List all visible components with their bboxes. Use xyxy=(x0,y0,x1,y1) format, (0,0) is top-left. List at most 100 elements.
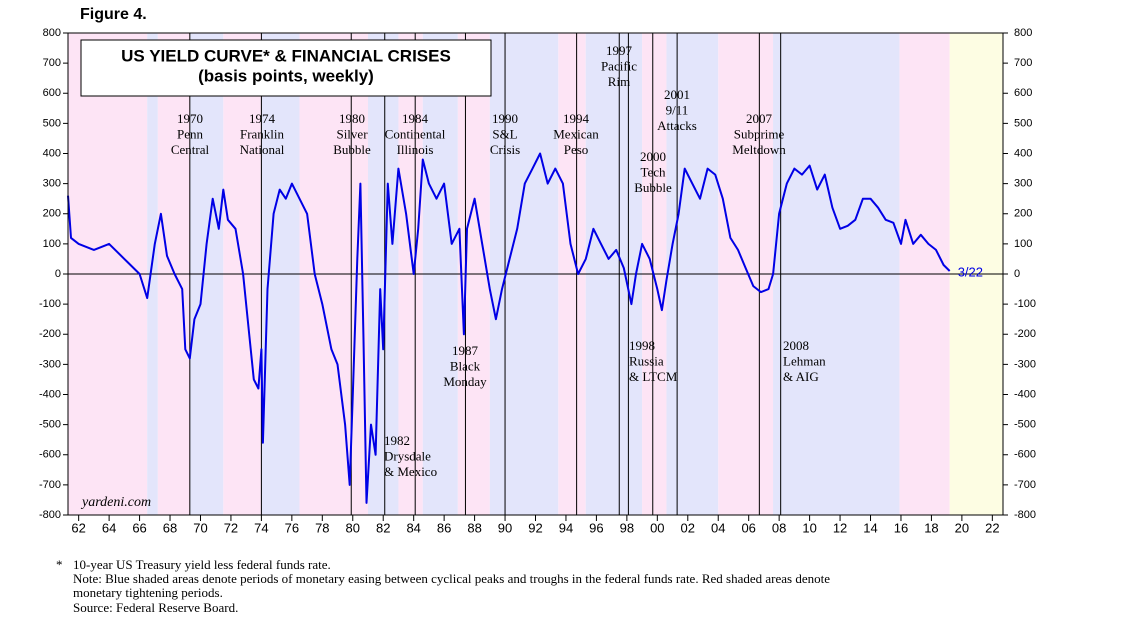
y-tick-label: 0 xyxy=(55,268,61,280)
y-tick-label: -300 xyxy=(1014,358,1036,370)
y-tick-label: 200 xyxy=(1014,208,1032,220)
event-label: & LTCM xyxy=(629,369,678,384)
event-label: Lehman xyxy=(783,353,826,368)
x-tick-label: 18 xyxy=(924,520,938,535)
y-tick-label: 800 xyxy=(1014,27,1032,39)
x-tick-label: 90 xyxy=(498,520,512,535)
x-tick-label: 86 xyxy=(437,520,451,535)
y-tick-label: 0 xyxy=(1014,268,1020,280)
watermark: yardeni.com xyxy=(80,495,151,510)
x-tick-label: 88 xyxy=(467,520,481,535)
event-label: Attacks xyxy=(657,118,697,133)
x-tick-label: 00 xyxy=(650,520,664,535)
footnote: Note: Blue shaded areas denote periods o… xyxy=(73,571,830,586)
x-tick-label: 68 xyxy=(163,520,177,535)
event-label: 2000 xyxy=(640,149,666,164)
event-label: & AIG xyxy=(783,369,819,384)
event-label: Drysdale xyxy=(384,448,431,463)
y-tick-label: 500 xyxy=(43,117,61,129)
event-label: & Mexico xyxy=(384,464,437,479)
event-label: 1987 xyxy=(452,343,479,358)
x-tick-label: 06 xyxy=(741,520,755,535)
x-tick-label: 84 xyxy=(406,520,420,535)
x-tick-label: 16 xyxy=(894,520,908,535)
y-tick-label: -400 xyxy=(1014,388,1036,400)
event-label: S&L xyxy=(492,126,517,141)
x-tick-label: 92 xyxy=(528,520,542,535)
event-label: Rim xyxy=(608,74,630,89)
x-tick-label: 72 xyxy=(224,520,238,535)
title-box xyxy=(80,39,492,97)
footnote: monetary tightening periods. xyxy=(73,585,223,600)
y-tick-label: 400 xyxy=(43,147,61,159)
x-tick-label: 62 xyxy=(71,520,85,535)
event-label: 9/11 xyxy=(666,102,689,117)
y-tick-label: 700 xyxy=(1014,57,1032,69)
y-tick-label: 600 xyxy=(43,87,61,99)
event-label: Subprime xyxy=(734,126,785,141)
event-label: 1980 xyxy=(339,111,365,126)
event-label: Central xyxy=(171,142,210,157)
y-tick-label: 100 xyxy=(1014,238,1032,250)
event-label: National xyxy=(240,142,285,157)
x-tick-label: 14 xyxy=(863,520,877,535)
chart-subtitle: (basis points, weekly) xyxy=(198,66,374,85)
y-tick-label: -100 xyxy=(1014,298,1036,310)
event-label: 1984 xyxy=(402,111,429,126)
y-tick-label: -200 xyxy=(1014,328,1036,340)
y-tick-label: -800 xyxy=(39,509,61,521)
chart-title: US YIELD CURVE* & FINANCIAL CRISES xyxy=(121,46,451,65)
x-tick-label: 64 xyxy=(102,520,116,535)
event-label: Bubble xyxy=(634,180,672,195)
y-tick-label: -700 xyxy=(39,479,61,491)
figure-label: Figure 4. xyxy=(80,6,147,23)
data-line xyxy=(67,152,951,504)
y-tick-label: -600 xyxy=(1014,449,1036,461)
event-label: 1974 xyxy=(249,111,276,126)
event-label: Black xyxy=(450,358,481,373)
x-tick-label: 80 xyxy=(346,520,360,535)
event-label: Mexican xyxy=(553,126,599,141)
event-label: Tech xyxy=(640,164,666,179)
event-label: Russia xyxy=(629,353,664,368)
event-label: 2001 xyxy=(664,87,690,102)
y-tick-label: 400 xyxy=(1014,147,1032,159)
event-label: 2008 xyxy=(783,338,809,353)
event-label: Penn xyxy=(177,126,204,141)
y-tick-label: 800 xyxy=(43,27,61,39)
event-label: Illinois xyxy=(397,142,434,157)
y-tick-label: -800 xyxy=(1014,509,1036,521)
y-tick-label: -500 xyxy=(1014,419,1036,431)
x-tick-label: 22 xyxy=(985,520,999,535)
event-label: Meltdown xyxy=(732,142,786,157)
event-label: 1994 xyxy=(563,111,590,126)
event-label: 1998 xyxy=(629,338,655,353)
x-tick-label: 02 xyxy=(681,520,695,535)
x-tick-label: 10 xyxy=(802,520,816,535)
event-label: Monday xyxy=(443,374,487,389)
footnote: 10-year US Treasury yield less federal f… xyxy=(73,557,331,572)
x-tick-label: 70 xyxy=(193,520,207,535)
x-tick-label: 98 xyxy=(620,520,634,535)
y-tick-label: -500 xyxy=(39,419,61,431)
event-label: 1997 xyxy=(606,43,633,58)
y-tick-label: -100 xyxy=(39,298,61,310)
footnote: Source: Federal Reserve Board. xyxy=(73,600,238,615)
event-label: Crisis xyxy=(490,142,520,157)
y-tick-label: 200 xyxy=(43,208,61,220)
y-tick-label: 600 xyxy=(1014,87,1032,99)
y-tick-label: 100 xyxy=(43,238,61,250)
event-label: Peso xyxy=(564,142,589,157)
x-tick-label: 20 xyxy=(955,520,969,535)
y-tick-label: -200 xyxy=(39,328,61,340)
event-label: Bubble xyxy=(333,142,371,157)
x-tick-label: 04 xyxy=(711,520,725,535)
event-label: Pacific xyxy=(601,58,637,73)
y-tick-label: -700 xyxy=(1014,479,1036,491)
x-tick-label: 82 xyxy=(376,520,390,535)
end-label: 3/22 xyxy=(958,264,983,279)
event-label: 1982 xyxy=(384,433,410,448)
y-tick-label: -400 xyxy=(39,388,61,400)
y-tick-label: -300 xyxy=(39,358,61,370)
y-tick-label: 300 xyxy=(1014,178,1032,190)
